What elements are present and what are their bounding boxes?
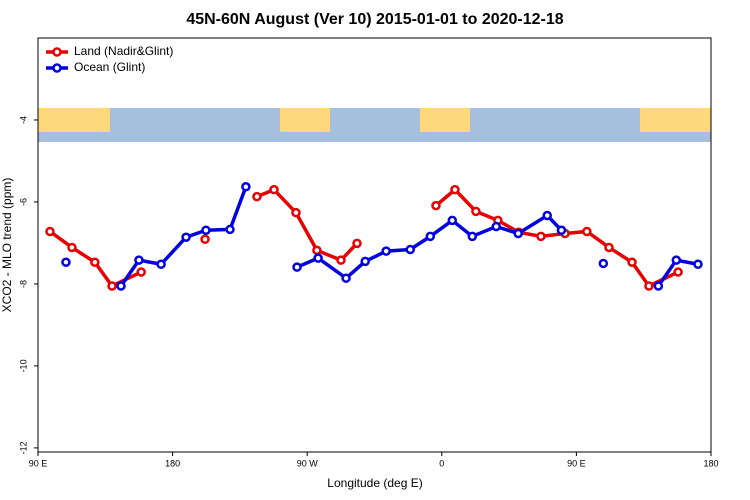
data-point — [693, 259, 703, 270]
data-point — [61, 257, 71, 267]
data-point — [431, 200, 441, 211]
y-tick-label: -6 — [18, 198, 28, 206]
data-point — [582, 226, 592, 237]
data-point — [513, 228, 523, 239]
x-tick-label: 180 — [703, 458, 718, 468]
data-point — [405, 244, 415, 255]
data-point — [556, 225, 567, 235]
y-tick-label: -12 — [18, 441, 28, 454]
data-point — [360, 256, 370, 267]
data-point — [336, 255, 346, 265]
data-point — [425, 231, 436, 242]
data-point — [491, 221, 501, 232]
y-tick-label: -8 — [18, 280, 28, 288]
data-point — [471, 206, 481, 217]
data-point — [292, 262, 302, 272]
x-tick-label: 90 W — [297, 458, 319, 468]
data-point — [447, 215, 458, 226]
y-tick-label: -10 — [18, 359, 28, 372]
data-point — [542, 210, 552, 221]
x-tick-label: 90 E — [567, 458, 586, 468]
data-point — [107, 281, 117, 291]
data-point — [200, 234, 210, 245]
x-tick-label: 90 E — [29, 458, 48, 468]
y-axis-title: XCO2 - MLO trend (ppm) — [0, 178, 14, 313]
data-point — [252, 191, 262, 202]
data-point — [312, 245, 322, 256]
data-point — [653, 281, 664, 291]
data-point — [673, 267, 683, 277]
y-tick-label: -4 — [18, 116, 28, 124]
data-point — [450, 184, 460, 195]
data-point — [598, 258, 609, 269]
legend-label: Land (Nadir&Glint) — [74, 44, 173, 58]
data-point — [134, 255, 144, 265]
legend-marker — [52, 63, 62, 73]
data-point — [201, 225, 211, 235]
data-point — [181, 232, 191, 242]
data-point — [90, 257, 100, 267]
data-point — [116, 281, 126, 291]
map-strip — [38, 108, 711, 142]
x-tick-label: 180 — [165, 458, 180, 468]
data-point — [671, 255, 682, 265]
data-point — [536, 231, 546, 242]
data-point — [156, 259, 166, 270]
data-point — [352, 238, 362, 249]
x-axis-title: Longitude (deg E) — [327, 476, 422, 490]
data-point — [644, 281, 654, 291]
data-point — [269, 184, 279, 195]
data-point — [136, 267, 146, 277]
data-point — [604, 242, 614, 253]
data-point — [467, 231, 478, 242]
data-point — [381, 246, 391, 256]
legend-marker — [52, 47, 62, 57]
data-point — [627, 257, 637, 267]
data-point — [241, 182, 251, 192]
legend-label: Ocean (Glint) — [74, 60, 145, 74]
data-point — [225, 224, 235, 235]
data-point — [313, 253, 323, 263]
x-tick-label: 0 — [439, 458, 444, 468]
data-point — [341, 273, 351, 283]
data-point — [45, 226, 55, 237]
data-point — [291, 207, 301, 218]
chart-title: 45N-60N August (Ver 10) 2015-01-01 to 20… — [186, 11, 563, 28]
data-point — [67, 242, 77, 253]
plot-frame — [37, 37, 712, 453]
